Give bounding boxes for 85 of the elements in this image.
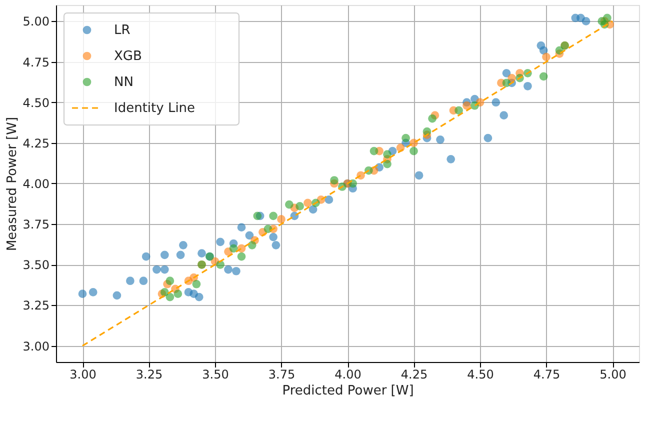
point (383, 160, 392, 168)
y-tick-label: 4.50 (22, 96, 50, 110)
point (269, 232, 278, 242)
point (582, 17, 590, 26)
point (330, 176, 338, 184)
point (370, 146, 378, 156)
point (414, 171, 424, 180)
x-tick-label: 4.25 (400, 368, 428, 382)
point (88, 288, 98, 296)
point (229, 244, 238, 253)
point (139, 276, 148, 286)
point (308, 205, 318, 214)
y-tick-label: 3.00 (22, 339, 50, 354)
point (277, 215, 286, 224)
point (248, 240, 256, 250)
point (237, 252, 246, 261)
point (166, 292, 174, 302)
y-tick-label: 4.75 (22, 55, 50, 70)
point (198, 249, 206, 258)
point (454, 106, 463, 115)
point (78, 290, 87, 298)
point (402, 134, 410, 142)
legend-label: NN (114, 75, 134, 90)
point (126, 276, 134, 286)
point (304, 198, 312, 208)
point (194, 292, 204, 302)
point (428, 114, 436, 123)
point (232, 266, 240, 276)
point (112, 291, 122, 300)
point (410, 146, 418, 156)
point (484, 134, 492, 142)
point (216, 260, 224, 269)
point (296, 202, 304, 210)
point (383, 150, 392, 158)
point (152, 265, 161, 274)
x-tick-label: 4.75 (533, 368, 560, 382)
point (524, 82, 532, 90)
point (502, 68, 511, 78)
point (324, 196, 334, 204)
point (264, 224, 272, 234)
point (500, 111, 508, 120)
point (272, 240, 280, 250)
x-tick-label: 3.75 (268, 368, 296, 382)
x-axis-title: Predicted Power [W] (282, 384, 414, 398)
legend-label: LR (114, 23, 130, 38)
point (542, 52, 550, 62)
point (224, 265, 232, 274)
y-tick-label: 4.25 (22, 136, 50, 150)
legend-label: XGB (114, 49, 142, 64)
y-axis-title: Measured Power [W] (4, 116, 20, 252)
point (462, 101, 471, 110)
y-tick-label: 3.50 (22, 258, 50, 272)
y-tick-label: 5.00 (22, 14, 50, 29)
x-tick-label: 4.50 (467, 368, 494, 382)
point (571, 14, 580, 22)
legend-label: Identity Line (114, 101, 196, 116)
point (160, 250, 169, 260)
point (253, 212, 262, 220)
point (174, 290, 182, 298)
y-tick-label: 4.00 (22, 177, 50, 191)
y-tick-label: 3.25 (22, 298, 50, 313)
point (539, 72, 548, 81)
point (160, 265, 169, 274)
x-tick-label: 5.00 (600, 368, 626, 382)
point (216, 238, 224, 246)
point (142, 252, 150, 261)
x-tick-label: 3.25 (136, 368, 163, 382)
point (179, 240, 188, 250)
point (446, 154, 456, 164)
point (539, 46, 548, 55)
point (285, 200, 294, 209)
point (502, 78, 511, 88)
x-tick-label: 3.50 (202, 368, 229, 382)
point (492, 98, 500, 107)
point (237, 223, 246, 232)
point (192, 280, 201, 288)
y-tick-label: 3.75 (22, 218, 50, 232)
point (269, 212, 278, 220)
x-tick-label: 3.00 (70, 368, 96, 382)
point (436, 136, 444, 144)
point (176, 250, 185, 260)
point (166, 276, 174, 286)
x-tick-label: 4.00 (334, 368, 362, 382)
point (603, 14, 612, 22)
point (245, 231, 254, 240)
